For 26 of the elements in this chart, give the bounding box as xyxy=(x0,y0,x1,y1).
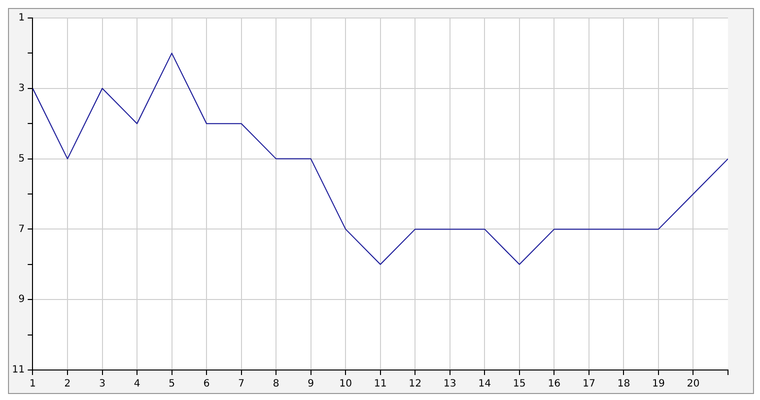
x-tick-label: 6 xyxy=(203,378,210,390)
y-tick-label: 11 xyxy=(12,364,25,376)
x-tick-label: 2 xyxy=(64,378,71,390)
x-tick-label: 17 xyxy=(582,378,596,390)
x-tick-label: 5 xyxy=(168,378,175,390)
x-tick-label: 1 xyxy=(30,378,36,390)
y-tick-label: 3 xyxy=(18,82,25,94)
y-tick-label: 7 xyxy=(18,224,25,235)
x-tick-label: 8 xyxy=(272,378,280,390)
x-tick-label: 20 xyxy=(686,378,700,390)
y-tick-label: 5 xyxy=(18,153,25,164)
x-tick-label: 13 xyxy=(444,378,456,390)
x-tick-label: 4 xyxy=(134,378,140,390)
x-tick-label: 10 xyxy=(339,378,352,390)
x-tick-label: 19 xyxy=(652,378,665,390)
x-tick-label: 14 xyxy=(478,378,492,390)
x-tick-label: 11 xyxy=(374,378,387,390)
x-tick-label: 16 xyxy=(548,378,561,390)
y-tick-label: 9 xyxy=(18,294,25,306)
x-tick-label: 18 xyxy=(617,378,630,390)
x-tick-label: 3 xyxy=(99,378,106,390)
y-tick-label: 1 xyxy=(18,12,25,24)
x-tick-label: 12 xyxy=(408,378,422,390)
x-tick-label: 9 xyxy=(308,378,314,390)
x-tick-label: 15 xyxy=(513,378,526,390)
x-tick-label: 7 xyxy=(238,378,244,390)
